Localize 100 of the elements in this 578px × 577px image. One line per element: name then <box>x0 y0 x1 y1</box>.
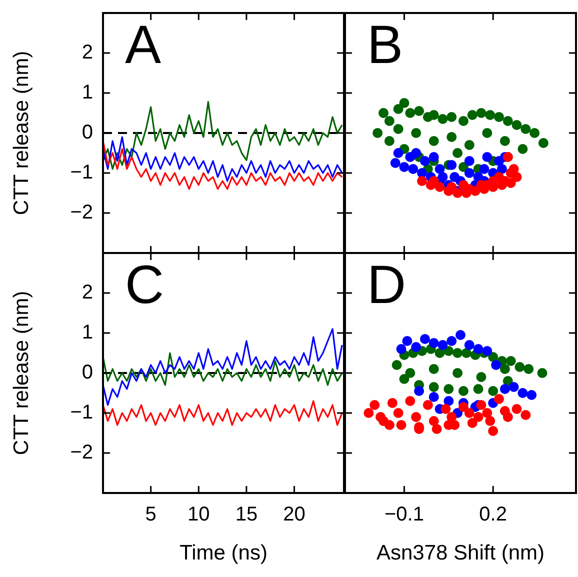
point <box>428 416 439 426</box>
point <box>514 362 525 372</box>
point <box>518 144 528 154</box>
point <box>393 408 404 418</box>
point <box>420 334 430 344</box>
point <box>488 386 498 396</box>
point <box>491 360 502 370</box>
point <box>408 164 418 174</box>
point <box>500 136 510 146</box>
point <box>488 426 498 436</box>
point <box>438 172 448 182</box>
point <box>396 420 406 430</box>
point <box>387 398 398 408</box>
point <box>411 342 422 352</box>
point <box>434 182 445 192</box>
point <box>452 368 463 378</box>
point <box>405 108 416 118</box>
point <box>518 388 528 398</box>
point <box>432 424 442 434</box>
point <box>520 410 531 420</box>
point <box>485 110 496 120</box>
point <box>399 98 410 108</box>
point <box>422 400 433 410</box>
point <box>438 114 448 124</box>
point <box>473 412 484 422</box>
point <box>452 148 463 158</box>
point <box>392 360 402 370</box>
point <box>494 112 504 122</box>
x-tick-label: 20 <box>283 504 306 526</box>
point <box>500 364 510 374</box>
point <box>440 404 451 414</box>
y-tick-label: 1 <box>82 322 93 344</box>
point <box>428 382 439 392</box>
point <box>461 348 472 358</box>
point <box>482 152 492 162</box>
point <box>500 384 510 394</box>
y-tick-label: 2 <box>82 42 93 64</box>
point <box>414 106 424 116</box>
point <box>512 120 522 130</box>
point <box>524 364 534 374</box>
point <box>428 152 439 162</box>
point <box>399 374 410 384</box>
point <box>434 164 445 174</box>
point <box>482 346 492 356</box>
point <box>506 356 516 366</box>
point <box>446 160 457 170</box>
point <box>405 396 416 406</box>
point <box>485 416 496 426</box>
point <box>476 400 486 410</box>
point <box>370 400 380 410</box>
point <box>393 148 404 158</box>
point <box>411 412 422 422</box>
point <box>446 132 457 142</box>
chart-title: B <box>367 14 404 75</box>
x-tick-label: 10 <box>188 504 210 526</box>
point <box>500 406 510 416</box>
point <box>464 340 474 350</box>
point <box>473 384 484 394</box>
point <box>482 408 492 418</box>
point <box>520 124 531 134</box>
point <box>393 104 404 114</box>
point <box>537 368 548 378</box>
x-axis-title: Asn378 Shift (nm) <box>376 541 545 564</box>
point <box>384 420 394 430</box>
y-tick-label: 1 <box>82 82 93 104</box>
chart-title: D <box>367 254 406 315</box>
point <box>428 110 439 120</box>
point <box>464 168 474 178</box>
point <box>446 412 457 422</box>
point <box>393 124 404 134</box>
point <box>444 384 454 394</box>
point <box>376 412 386 422</box>
point <box>458 116 468 126</box>
point <box>494 394 504 404</box>
point <box>452 348 463 358</box>
point <box>446 182 457 192</box>
x-tick-label: 15 <box>235 504 258 526</box>
chart-title: C <box>125 254 164 315</box>
point <box>411 128 422 138</box>
point <box>446 336 457 346</box>
point <box>396 344 406 354</box>
point <box>399 162 410 172</box>
point <box>473 344 484 354</box>
point <box>384 136 394 146</box>
point <box>428 136 439 146</box>
point <box>402 336 412 346</box>
point <box>458 402 468 412</box>
point <box>512 404 522 414</box>
point <box>444 396 454 406</box>
point <box>384 116 394 126</box>
point <box>458 180 468 190</box>
point <box>538 138 548 148</box>
y-axis-title: CTT release (nm) <box>10 290 33 456</box>
chart-title: A <box>125 14 162 75</box>
point <box>456 330 466 340</box>
point <box>464 140 474 150</box>
y-tick-label: −2 <box>70 442 93 464</box>
point <box>414 386 424 396</box>
x-tick-label: 0.2 <box>479 504 507 526</box>
y-tick-label: 0 <box>82 122 93 144</box>
